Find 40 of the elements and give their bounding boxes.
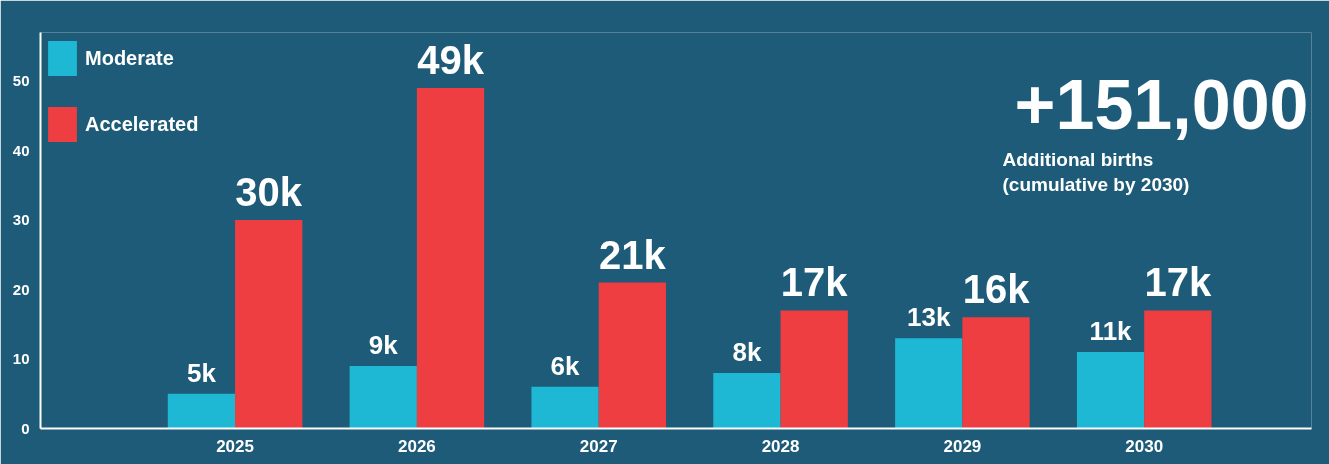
x-tick-label: 2030 bbox=[1125, 436, 1164, 456]
y-tick-label: 0 bbox=[21, 419, 30, 437]
x-tick-label: 2025 bbox=[216, 436, 254, 456]
data-label: 17k bbox=[1144, 260, 1212, 305]
data-label: 13k bbox=[907, 302, 951, 333]
y-tick-label: 10 bbox=[12, 350, 30, 368]
annotation: +151,000 bbox=[1014, 65, 1309, 144]
x-tick-label: 2026 bbox=[397, 436, 436, 456]
annotation: Additional births (cumulative by 2030) bbox=[1002, 148, 1190, 195]
legend-label: Moderate bbox=[85, 46, 174, 70]
bar bbox=[235, 220, 303, 429]
x-tick-label: 2028 bbox=[761, 436, 800, 456]
y-tick-label: 50 bbox=[12, 72, 30, 90]
data-label: 49k bbox=[417, 38, 485, 83]
bar bbox=[713, 372, 781, 429]
bar bbox=[416, 88, 485, 429]
data-label: 21k bbox=[598, 232, 667, 277]
bar bbox=[962, 317, 1030, 429]
y-tick-label: 40 bbox=[12, 141, 30, 159]
data-label: 11k bbox=[1089, 316, 1133, 347]
y-tick-label: 30 bbox=[12, 211, 30, 229]
x-tick-label: 2027 bbox=[579, 436, 618, 456]
bar bbox=[349, 365, 417, 429]
data-label: 30k bbox=[235, 170, 303, 215]
y-tick-label: 20 bbox=[12, 280, 30, 298]
x-tick-label: 2029 bbox=[943, 436, 982, 456]
data-label: 6k bbox=[550, 350, 581, 381]
bar bbox=[1144, 310, 1212, 429]
data-label: 9k bbox=[368, 329, 399, 360]
data-label: 8k bbox=[732, 336, 762, 367]
data-label: 17k bbox=[780, 260, 849, 305]
bar bbox=[598, 282, 666, 429]
legend-label: Accelerated bbox=[85, 112, 199, 136]
data-label: 16k bbox=[962, 267, 1031, 312]
bar bbox=[895, 338, 963, 429]
bar bbox=[167, 393, 236, 429]
data-label: 5k bbox=[186, 357, 217, 388]
bar bbox=[780, 310, 848, 429]
bar bbox=[1076, 352, 1145, 429]
bar bbox=[531, 386, 599, 429]
